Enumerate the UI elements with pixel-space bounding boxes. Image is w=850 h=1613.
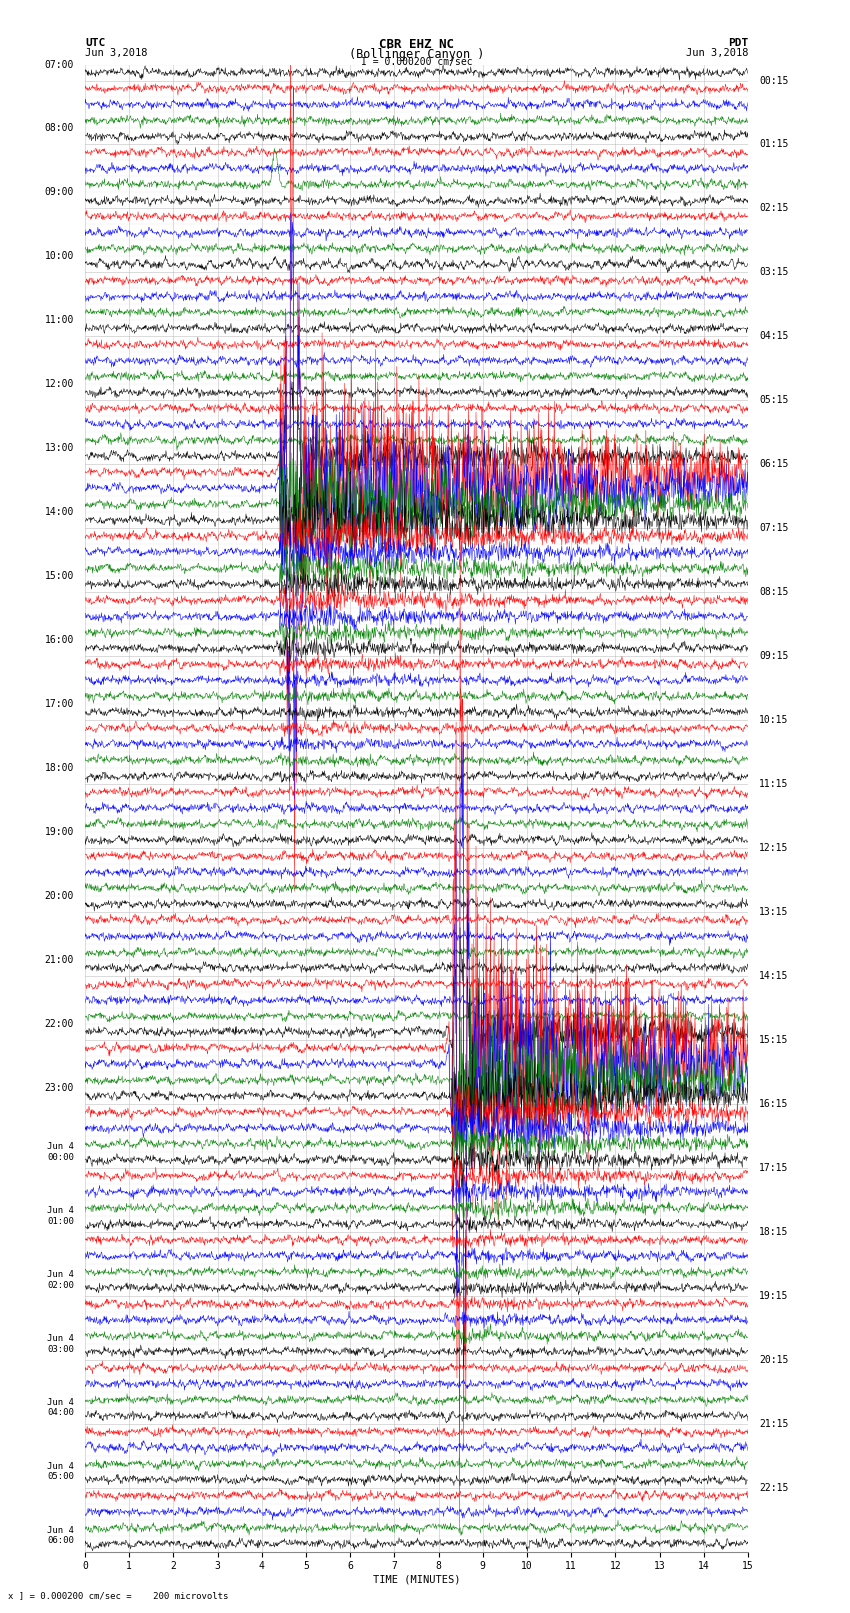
Text: 09:00: 09:00 [44,187,74,197]
Text: 05:15: 05:15 [759,395,789,405]
Text: 11:15: 11:15 [759,779,789,789]
Text: UTC: UTC [85,37,105,48]
Text: 10:00: 10:00 [44,252,74,261]
Text: Jun 4
05:00: Jun 4 05:00 [47,1461,74,1481]
Text: (Bollinger Canyon ): (Bollinger Canyon ) [348,47,484,61]
Text: 08:15: 08:15 [759,587,789,597]
Text: 11:00: 11:00 [44,316,74,326]
Text: 03:15: 03:15 [759,268,789,277]
Text: x ] = 0.000200 cm/sec =    200 microvolts: x ] = 0.000200 cm/sec = 200 microvolts [8,1590,229,1600]
Text: CBR EHZ NC: CBR EHZ NC [379,37,454,52]
Text: Jun 3,2018: Jun 3,2018 [85,47,148,58]
Text: Jun 4
00:00: Jun 4 00:00 [47,1142,74,1161]
Text: 14:00: 14:00 [44,506,74,518]
Text: Jun 4
01:00: Jun 4 01:00 [47,1207,74,1226]
Text: 04:15: 04:15 [759,331,789,342]
Text: 20:15: 20:15 [759,1355,789,1365]
Text: 16:00: 16:00 [44,636,74,645]
Text: Jun 4
03:00: Jun 4 03:00 [47,1334,74,1353]
Text: 12:15: 12:15 [759,844,789,853]
Text: 01:15: 01:15 [759,139,789,150]
X-axis label: TIME (MINUTES): TIME (MINUTES) [373,1574,460,1584]
Text: 00:15: 00:15 [759,76,789,85]
Text: PDT: PDT [728,37,748,48]
Text: 12:00: 12:00 [44,379,74,389]
Text: 21:15: 21:15 [759,1419,789,1429]
Text: Jun 4
06:00: Jun 4 06:00 [47,1526,74,1545]
Text: 17:15: 17:15 [759,1163,789,1173]
Text: 09:15: 09:15 [759,652,789,661]
Text: 19:15: 19:15 [759,1290,789,1300]
Text: 18:00: 18:00 [44,763,74,773]
Text: 20:00: 20:00 [44,890,74,902]
Text: 15:00: 15:00 [44,571,74,581]
Text: 06:15: 06:15 [759,460,789,469]
Text: 07:00: 07:00 [44,60,74,69]
Text: 08:00: 08:00 [44,124,74,134]
Text: 15:15: 15:15 [759,1036,789,1045]
Text: 02:15: 02:15 [759,203,789,213]
Text: 13:15: 13:15 [759,907,789,918]
Text: Jun 4
04:00: Jun 4 04:00 [47,1398,74,1418]
Text: 14:15: 14:15 [759,971,789,981]
Text: Jun 4
02:00: Jun 4 02:00 [47,1269,74,1289]
Text: 18:15: 18:15 [759,1227,789,1237]
Text: 13:00: 13:00 [44,444,74,453]
Text: 10:15: 10:15 [759,715,789,726]
Text: 07:15: 07:15 [759,523,789,534]
Text: 23:00: 23:00 [44,1082,74,1094]
Text: 17:00: 17:00 [44,698,74,710]
Text: 19:00: 19:00 [44,827,74,837]
Text: 16:15: 16:15 [759,1098,789,1110]
Text: 21:00: 21:00 [44,955,74,965]
Text: 22:00: 22:00 [44,1019,74,1029]
Text: Jun 3,2018: Jun 3,2018 [685,47,748,58]
Text: 22:15: 22:15 [759,1482,789,1492]
Text: I = 0.000200 cm/sec: I = 0.000200 cm/sec [360,56,473,66]
